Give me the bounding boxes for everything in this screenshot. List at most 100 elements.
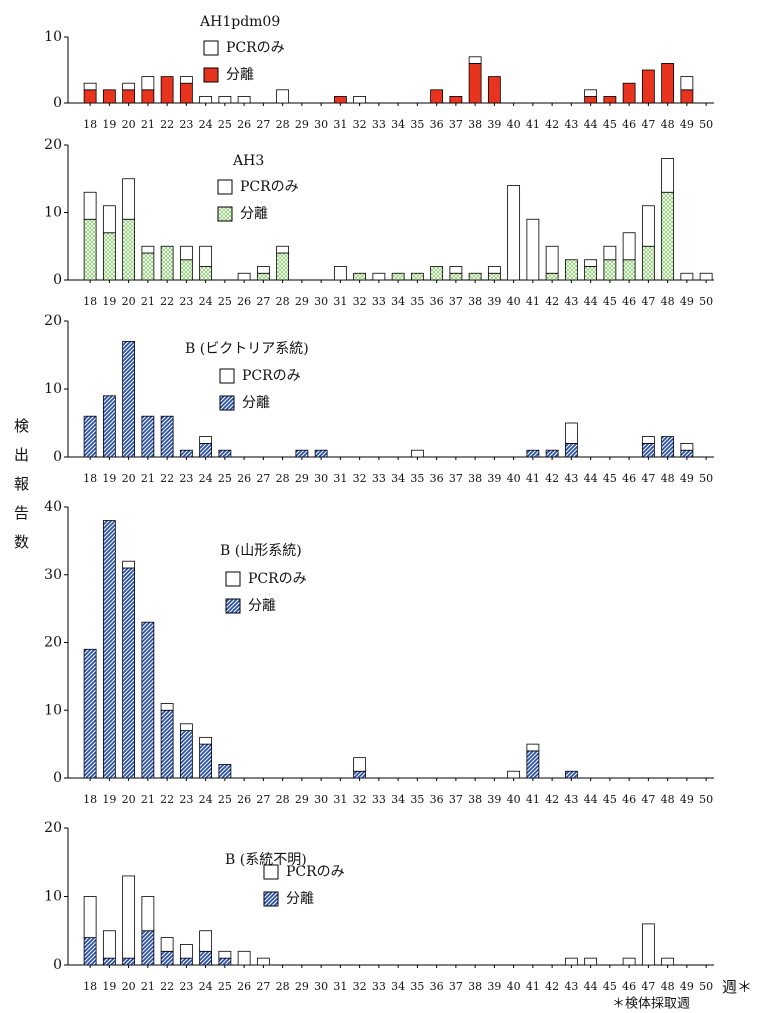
legend-swatch [263, 891, 279, 907]
bar-segment [526, 743, 540, 752]
bar-segment [102, 89, 116, 104]
bar-segment [160, 709, 174, 779]
x-tick-label: 20 [122, 793, 136, 806]
legend-label: PCRのみ [242, 368, 301, 384]
y-tick-label: 0 [53, 957, 62, 973]
bar-segment [661, 957, 675, 966]
bar-segment [141, 621, 155, 779]
x-tick-label: 41 [526, 793, 540, 806]
x-tick-label: 26 [237, 472, 251, 485]
x-tick-label: 33 [372, 793, 386, 806]
x-tick-label: 27 [256, 295, 270, 308]
x-tick-label: 37 [449, 295, 463, 308]
bar-segment [218, 96, 232, 104]
x-tick-label: 21 [141, 295, 155, 308]
x-tick-label: 45 [603, 295, 617, 308]
x-tick-label: 18 [83, 118, 97, 131]
legend-label: 分離 [240, 205, 268, 222]
x-tick-label: 25 [218, 472, 232, 485]
bar-segment [468, 63, 482, 104]
y-tick-label: 0 [53, 449, 62, 465]
bar-segment [122, 567, 136, 779]
bar-segment [199, 96, 213, 104]
x-tick-label: 41 [526, 118, 540, 131]
x-tick-label: 18 [83, 793, 97, 806]
y-tick-label: 0 [53, 770, 62, 786]
bar-segment [333, 96, 347, 104]
bar-segment [584, 89, 598, 97]
x-tick-label: 22 [160, 472, 174, 485]
x-tick-label: 24 [199, 118, 213, 131]
legend-label: 分離 [226, 66, 254, 83]
chart-title: B (系統不明) [225, 852, 307, 868]
bar-segment [102, 930, 116, 959]
bar-segment [661, 436, 675, 458]
bar-segment [487, 266, 501, 274]
bar-segment [141, 896, 155, 932]
bar-segment [83, 896, 97, 938]
x-tick-label: 43 [564, 118, 578, 131]
bar-segment [199, 442, 213, 458]
bar-segment [83, 218, 97, 281]
x-tick-label: 27 [256, 472, 270, 485]
x-tick-label: 44 [584, 980, 598, 993]
bar-segment [584, 957, 598, 966]
x-tick-label: 42 [545, 295, 559, 308]
x-tick-label: 48 [661, 118, 675, 131]
bar-segment [487, 272, 501, 281]
bar-segment [179, 944, 193, 959]
x-tick-label: 22 [160, 295, 174, 308]
bar-segment [237, 272, 251, 281]
x-tick-label: 49 [680, 295, 694, 308]
bar-segment [276, 252, 290, 281]
x-tick-label: 47 [641, 793, 655, 806]
bar-segment [160, 703, 174, 711]
bar-segment [122, 82, 136, 91]
bar-segment [430, 89, 444, 104]
x-tick-label: 24 [199, 472, 213, 485]
x-tick-label: 49 [680, 980, 694, 993]
bar-segment [564, 957, 578, 966]
chart-title: AH3 [232, 153, 264, 169]
bar-segment [564, 422, 578, 444]
bar-segment [102, 232, 116, 281]
bar-segment [468, 56, 482, 64]
bar-segment [545, 449, 559, 458]
x-tick-label: 24 [199, 793, 213, 806]
bar-segment [603, 259, 617, 281]
x-tick-label: 23 [179, 295, 193, 308]
x-tick-label: 32 [353, 980, 367, 993]
bar-segment [507, 185, 521, 281]
x-tick-label: 35 [410, 118, 424, 131]
legend-swatch [203, 40, 219, 56]
x-tick-label: 22 [160, 980, 174, 993]
bar-segment [333, 266, 347, 281]
y-tick-label: 0 [53, 272, 62, 288]
x-tick-label: 33 [372, 295, 386, 308]
x-tick-label: 30 [314, 980, 328, 993]
y-tick-label: 10 [44, 29, 62, 45]
bar-segment [218, 449, 232, 458]
x-tick-label: 50 [699, 980, 713, 993]
x-tick-label: 33 [372, 118, 386, 131]
bar-segment [218, 957, 232, 966]
bar-segment [410, 272, 424, 281]
x-tick-label: 24 [199, 295, 213, 308]
x-tick-label: 40 [507, 295, 521, 308]
x-tick-label: 36 [430, 118, 444, 131]
x-tick-label: 41 [526, 295, 540, 308]
x-tick-label: 25 [218, 980, 232, 993]
x-tick-label: 46 [622, 980, 636, 993]
x-tick-label: 49 [680, 472, 694, 485]
bar-segment [237, 96, 251, 104]
bar-segment [353, 272, 367, 281]
bar-segment [199, 930, 213, 952]
x-tick-label: 32 [353, 295, 367, 308]
x-tick-label: 47 [641, 295, 655, 308]
x-tick-label: 38 [468, 295, 482, 308]
y-tick-label: 0 [53, 95, 62, 111]
x-tick-label: 21 [141, 980, 155, 993]
bar-segment [641, 442, 655, 458]
bar-segment [353, 757, 367, 772]
legend-label: 分離 [286, 890, 314, 907]
